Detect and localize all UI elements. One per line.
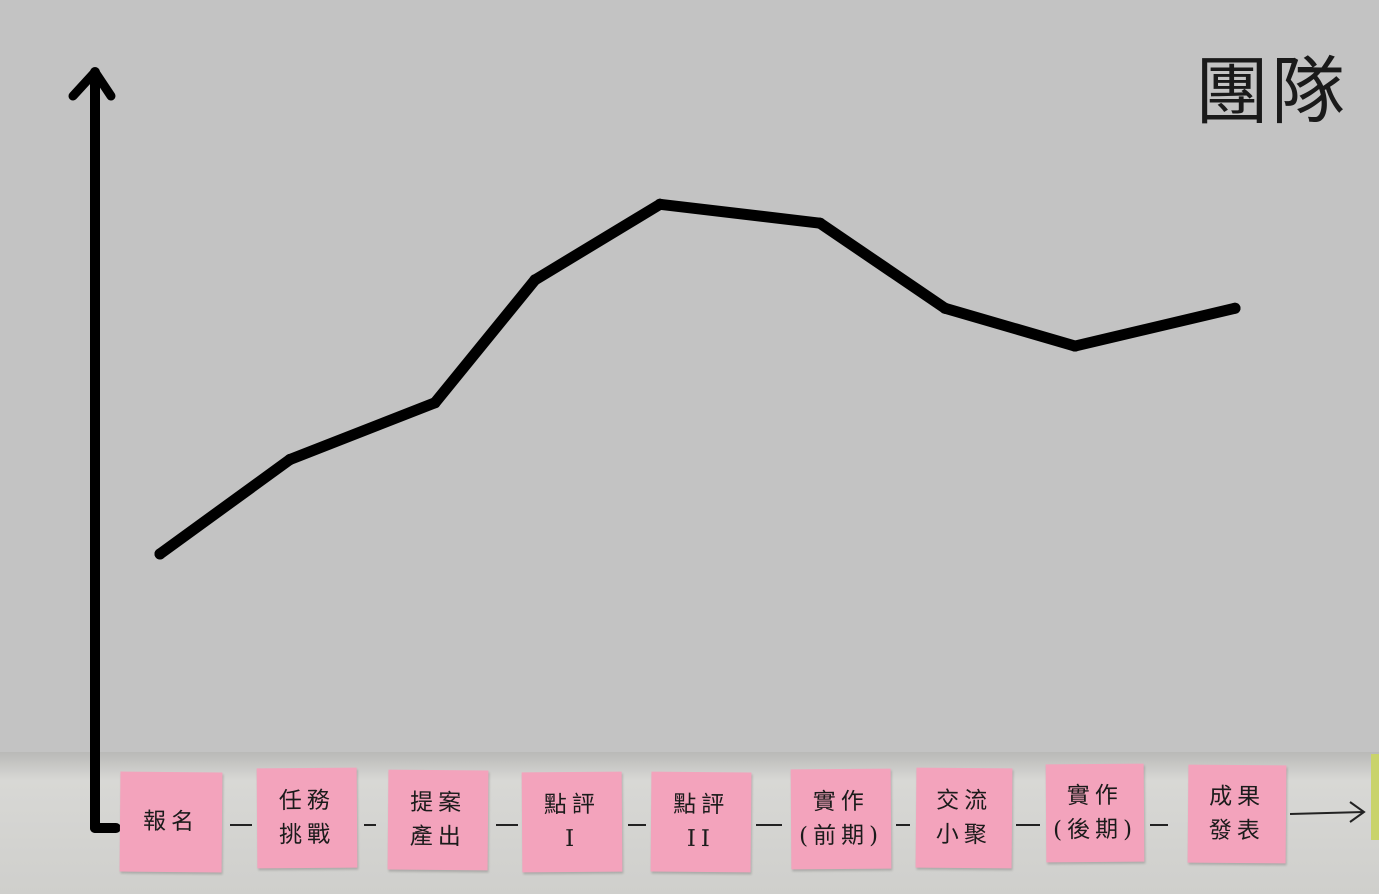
connector-dash: [230, 824, 252, 826]
series-line-segment: [814, 217, 951, 314]
data-point: [429, 397, 441, 409]
x-tick-label-line1: 成果: [1209, 783, 1266, 811]
x-tick-label-line1: 報名: [142, 808, 200, 836]
data-point: [284, 453, 296, 465]
x-tick-label-line2: II: [686, 825, 716, 853]
sticky-note-label: 實作 (前期): [790, 768, 892, 870]
x-tick-label-line1: 提案: [410, 789, 467, 817]
connector-dash: [1016, 824, 1040, 826]
y-axis-arrowhead: [68, 67, 116, 101]
series-line-segment: [284, 397, 441, 465]
x-tick-label-line1: 交流: [936, 787, 993, 815]
series-line-group: [154, 198, 1241, 560]
sticky-note-label: 任務 挑戰: [256, 767, 358, 869]
x-axis-end: [1289, 811, 1365, 815]
x-tick-label-line1: 點評: [673, 791, 730, 819]
sticky-note-label: 交流 小聚: [915, 767, 1013, 869]
data-point: [814, 217, 826, 229]
data-point: [1069, 340, 1081, 352]
green-note-edge: [1371, 754, 1379, 840]
x-tick-label-line2: 小聚: [935, 821, 992, 849]
x-axis-arrowhead: [1349, 801, 1366, 823]
connector-dash: [496, 824, 518, 826]
sticky-note-label: 點評 I: [521, 771, 623, 873]
series-line-segment: [529, 198, 666, 286]
x-tick-label-line2: (前期): [799, 822, 884, 850]
data-point: [654, 198, 666, 210]
x-tick-label-line1: 實作: [1066, 782, 1123, 810]
series-line-segment: [654, 198, 826, 229]
connector-dash: [628, 824, 646, 826]
series-line-segment: [429, 274, 541, 409]
data-point: [1229, 302, 1241, 314]
sticky-note-label: 提案 產出: [387, 769, 489, 871]
series-line-segment: [154, 453, 296, 560]
sticky-note-label: 點評 II: [650, 771, 752, 873]
sticky-note-label: 實作 (後期): [1045, 763, 1145, 863]
x-tick-label-line2: 發表: [1208, 817, 1265, 845]
x-tick-label-line1: 實作: [812, 788, 869, 816]
connector-dash: [364, 824, 376, 826]
x-tick-label-line2: 挑戰: [279, 821, 336, 849]
x-tick-label-line1: 點評: [543, 791, 600, 819]
data-point: [529, 274, 541, 286]
connector-dash: [1150, 824, 1168, 826]
axes: [68, 67, 1366, 833]
connector-dash: [896, 824, 910, 826]
x-tick-label-line1: 任務: [278, 787, 335, 815]
chart-title: 團隊: [1195, 49, 1347, 135]
x-tick-label-line2: I: [564, 825, 580, 853]
x-tick-label-line2: (後期): [1053, 816, 1138, 844]
data-point: [154, 548, 166, 560]
series-line-segment: [939, 302, 1081, 352]
connector-dash: [756, 824, 782, 826]
sticky-note-label: 報名: [119, 771, 223, 873]
x-tick-label-line2: 產出: [409, 823, 466, 851]
series-line-segment: [1069, 302, 1241, 352]
sticky-note-label: 成果 發表: [1187, 764, 1287, 864]
data-point: [939, 302, 951, 314]
